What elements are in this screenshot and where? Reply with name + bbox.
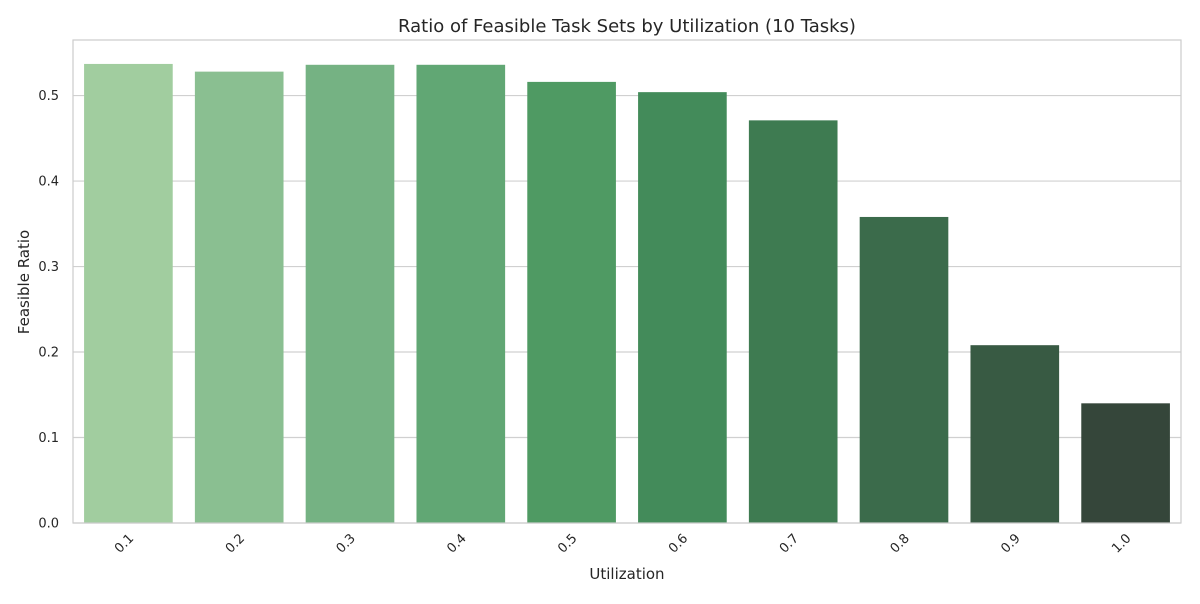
chart-title: Ratio of Feasible Task Sets by Utilizati… [398, 16, 856, 37]
y-tick-label: 0.5 [38, 89, 59, 104]
x-axis-label: Utilization [589, 565, 664, 583]
y-tick-label: 0.0 [38, 517, 59, 532]
y-axis-label: Feasible Ratio [15, 230, 33, 334]
y-tick-label: 0.4 [38, 175, 59, 190]
bars [84, 63, 1170, 524]
bar-0.3 [305, 64, 395, 524]
bar-0.8 [859, 216, 949, 523]
bar-0.6 [638, 92, 727, 523]
bar-1.0 [1081, 403, 1170, 523]
plot-frame [72, 39, 1182, 524]
bar-0.4 [416, 64, 506, 524]
bar-0.7 [748, 120, 838, 524]
bar-0.2 [194, 71, 284, 523]
bar-0.9 [970, 345, 1060, 523]
y-tick-label: 0.2 [38, 346, 59, 361]
y-tick-labels: 0.0 0.1 0.2 0.3 0.4 0.5 [38, 89, 59, 531]
y-tick-label: 0.1 [38, 431, 59, 446]
bar-0.5 [527, 81, 616, 524]
y-tick-label: 0.3 [38, 260, 59, 275]
bar-0.1 [84, 63, 173, 524]
